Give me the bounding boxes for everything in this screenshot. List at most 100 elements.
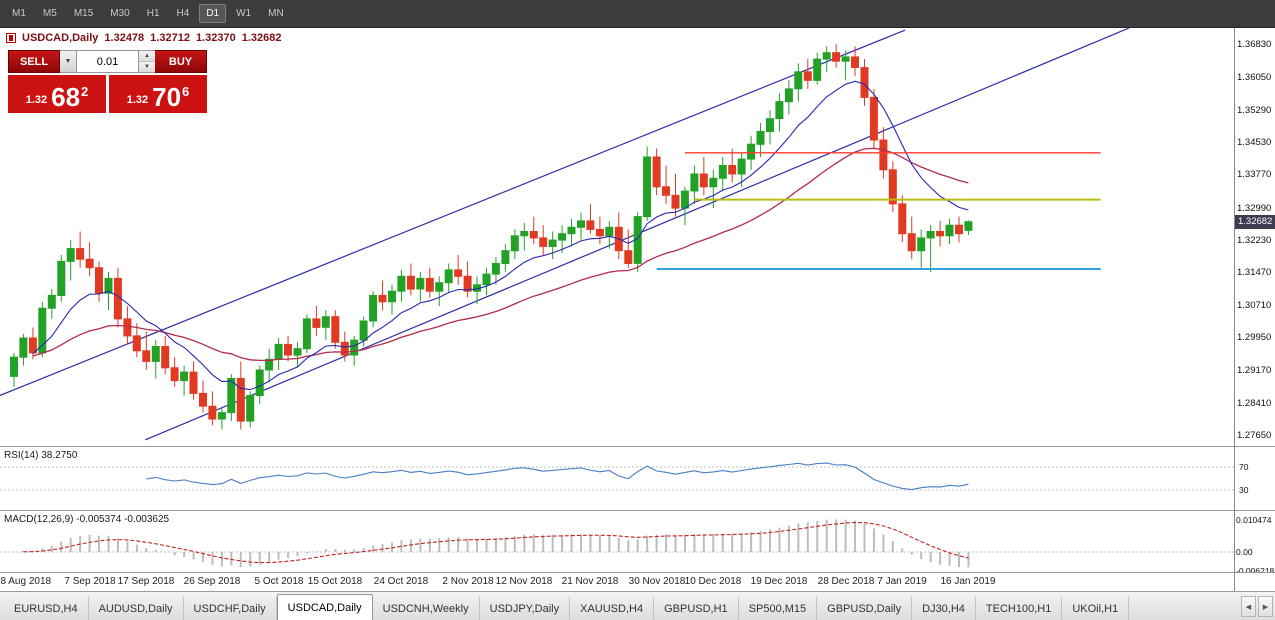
buy-price-display[interactable]: 1.32 70 6 <box>109 75 207 113</box>
tab-scroll-buttons: ◀ ▶ <box>1241 596 1273 617</box>
price-scale-label: 1.36830 <box>1237 39 1272 50</box>
volume-increase-button[interactable]: ▲ <box>139 51 155 62</box>
main-price-scale[interactable]: 1.36830 1.36050 1.35290 1.34530 1.33770 1.329… <box>1234 28 1275 446</box>
volume-stepper: ▲ ▼ <box>139 50 155 73</box>
sell-price-figure: 1.32 <box>25 94 48 106</box>
chart-symbol-label: USDCAD,Daily <box>22 32 99 44</box>
rsi-scale[interactable]: 70 30 <box>1234 447 1275 510</box>
timeframe-button-m5[interactable]: M5 <box>42 8 57 19</box>
price-scale-label: 1.29170 <box>1237 365 1272 376</box>
chart-tab-bar: EURUSD,H4 AUDUSD,Daily USDCHF,Daily USDCAD,… <box>0 591 1275 620</box>
timeframe-button-mn[interactable]: MN <box>268 8 284 19</box>
macd-scale-label: 0.010474 <box>1236 515 1272 525</box>
macd-panel[interactable]: MACD(12,26,9) -0.005374 -0.003625 0.0104… <box>0 510 1275 572</box>
main-chart-canvas[interactable] <box>0 28 1234 446</box>
tab-scroll-right-button[interactable]: ▶ <box>1258 596 1273 617</box>
price-scale-label: 1.30710 <box>1237 300 1272 311</box>
chart-tab-audusd-daily[interactable]: AUDUSD,Daily <box>89 597 184 620</box>
chart-tab-usdjpy-daily[interactable]: USDJPY,Daily <box>480 597 571 620</box>
macd-label: MACD(12,26,9) -0.005374 -0.003625 <box>4 514 170 525</box>
arrow-right-icon: ▶ <box>1262 603 1269 611</box>
macd-scale-label: 0.00 <box>1236 547 1253 557</box>
sell-price-point: 2 <box>81 84 89 99</box>
chart-tab-eurusd-h4[interactable]: EURUSD,H4 <box>4 597 89 620</box>
date-axis-label: 21 Nov 2018 <box>561 576 619 587</box>
sell-price-display[interactable]: 1.32 68 2 <box>8 75 106 113</box>
rsi-panel[interactable]: RSI(14) 38.2750 70 30 <box>0 446 1275 510</box>
timeframe-button-h4[interactable]: H4 <box>176 8 190 19</box>
one-click-trading-panel: SELL ▼ 0.01 ▲ ▼ BUY 1.32 68 2 1.32 <box>8 50 207 113</box>
chevron-down-icon: ▼ <box>64 58 72 65</box>
date-axis-label: 16 Jan 2019 <box>940 576 996 587</box>
sell-price-pips: 68 <box>51 82 81 112</box>
volume-input[interactable]: 0.01 <box>77 50 139 73</box>
date-axis-label: 17 Sep 2018 <box>117 576 175 587</box>
timeframe-button-h1[interactable]: H1 <box>146 8 160 19</box>
date-axis[interactable]: 28 Aug 2018 7 Sep 2018 17 Sep 2018 26 Sep 2… <box>0 572 1275 591</box>
macd-scale-label: -0.006218 <box>1236 566 1275 572</box>
main-chart-panel[interactable]: USDCAD,Daily 1.32478 1.32712 1.32370 1.3… <box>0 28 1275 446</box>
price-scale-label: 1.36050 <box>1237 72 1272 83</box>
ohlc-low: 1.32370 <box>195 32 236 44</box>
chart-tab-usdcnh-weekly[interactable]: USDCNH,Weekly <box>373 597 480 620</box>
chart-tab-gbpusd-daily[interactable]: GBPUSD,Daily <box>817 597 913 620</box>
date-axis-label: 26 Sep 2018 <box>183 576 241 587</box>
timeframe-button-m15[interactable]: M15 <box>73 8 94 19</box>
macd-canvas[interactable] <box>0 512 1234 572</box>
date-axis-label: 28 Dec 2018 <box>817 576 875 587</box>
price-scale-label: 1.27650 <box>1237 430 1272 441</box>
rsi-scale-label: 30 <box>1239 485 1249 495</box>
price-scale-label: 1.28410 <box>1237 398 1272 409</box>
arrow-left-icon: ◀ <box>1245 603 1252 611</box>
chart-tab-ukoil-h1[interactable]: UKOil,H1 <box>1062 597 1130 620</box>
price-scale-label: 1.32990 <box>1237 203 1272 214</box>
date-axis-scale-corner <box>1234 573 1275 591</box>
chart-tab-usdcad-daily[interactable]: USDCAD,Daily <box>276 594 373 620</box>
current-price-badge: 1.32682 <box>1235 215 1275 229</box>
price-scale-label: 1.29950 <box>1237 332 1272 343</box>
chart-tab-usdchf-daily[interactable]: USDCHF,Daily <box>184 597 277 620</box>
rsi-label: RSI(14) 38.2750 <box>4 450 78 461</box>
sell-button[interactable]: SELL <box>8 50 60 73</box>
chart-tab-xauusd-h4[interactable]: XAUUSD,H4 <box>570 597 655 620</box>
timeframe-button-w1[interactable]: W1 <box>236 8 252 19</box>
timeframe-button-m1[interactable]: M1 <box>12 8 26 19</box>
date-axis-label: 7 Jan 2019 <box>877 576 927 587</box>
rsi-scale-label: 70 <box>1239 462 1249 472</box>
tab-scroll-left-button[interactable]: ◀ <box>1241 596 1256 617</box>
date-axis-label: 24 Oct 2018 <box>373 576 429 587</box>
chart-tab-gbpusd-h1[interactable]: GBPUSD,H1 <box>654 597 739 620</box>
chart-tab-sp500-m15[interactable]: SP500,M15 <box>739 597 818 620</box>
chart-icon <box>6 33 16 43</box>
triangle-up-icon: ▲ <box>144 53 150 59</box>
timeframe-button-d1[interactable]: D1 <box>199 4 227 23</box>
price-scale-label: 1.32230 <box>1237 235 1272 246</box>
date-axis-label: 15 Oct 2018 <box>307 576 363 587</box>
price-scale-label: 1.31470 <box>1237 267 1272 278</box>
date-axis-label: 19 Dec 2018 <box>750 576 808 587</box>
date-axis-label: 5 Oct 2018 <box>254 576 304 587</box>
buy-button[interactable]: BUY <box>155 50 207 73</box>
date-axis-label: 2 Nov 2018 <box>442 576 494 587</box>
volume-decrease-button[interactable]: ▼ <box>139 62 155 72</box>
price-scale-label: 1.33770 <box>1237 169 1272 180</box>
chart-title: USDCAD,Daily 1.32478 1.32712 1.32370 1.3… <box>6 32 282 44</box>
volume-dropdown-button[interactable]: ▼ <box>60 50 77 73</box>
ohlc-high: 1.32712 <box>150 32 190 44</box>
timeframe-button-m30[interactable]: M30 <box>110 8 130 19</box>
price-scale-label: 1.34530 <box>1237 137 1272 148</box>
buy-price-point: 6 <box>182 84 190 99</box>
chart-tab-dj30-h4[interactable]: DJ30,H4 <box>912 597 976 620</box>
timeframe-toolbar: M1 M5 M15 M30 H1 H4 D1 W1 MN <box>0 0 1275 28</box>
macd-scale[interactable]: 0.010474 0.00 -0.006218 <box>1234 511 1275 572</box>
buy-price-pips: 70 <box>152 82 182 112</box>
date-axis-label: 28 Aug 2018 <box>0 576 52 587</box>
chart-tab-tech100-h1[interactable]: TECH100,H1 <box>976 597 1063 620</box>
date-axis-label: 10 Dec 2018 <box>684 576 742 587</box>
date-axis-label: 7 Sep 2018 <box>64 576 116 587</box>
triangle-down-icon: ▼ <box>144 64 150 70</box>
buy-price-figure: 1.32 <box>126 94 149 106</box>
rsi-canvas[interactable] <box>0 448 1234 510</box>
date-axis-label: 30 Nov 2018 <box>628 576 686 587</box>
